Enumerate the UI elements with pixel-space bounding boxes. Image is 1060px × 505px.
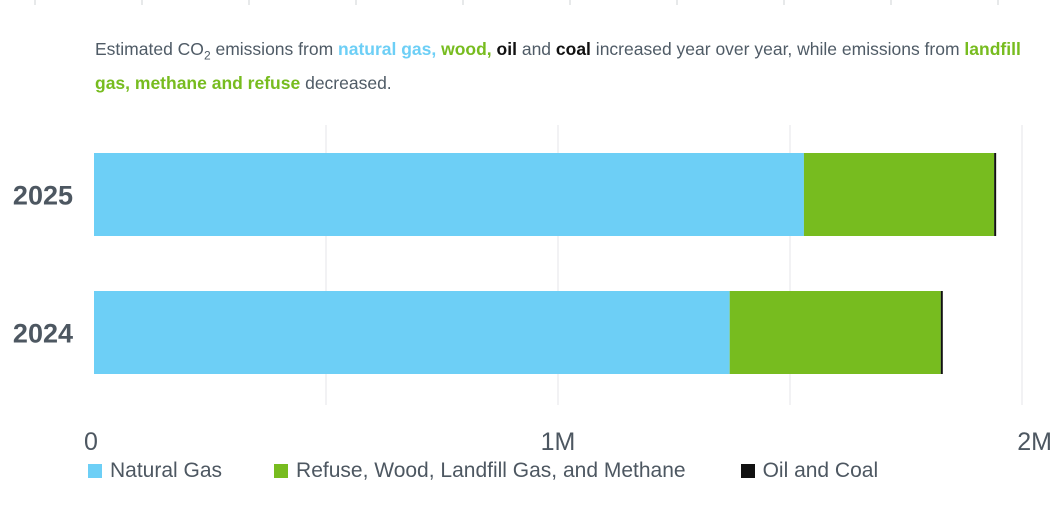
caption-text: decreased.: [300, 72, 392, 93]
chart-legend: Natural Gas Refuse, Wood, Landfill Gas, a…: [88, 457, 878, 485]
caption-highlight-natural-gas: natural gas,: [338, 39, 437, 59]
legend-item: Refuse, Wood, Landfill Gas, and Methane: [274, 459, 686, 483]
legend-swatch: [274, 464, 289, 478]
x-tick-label: 2M: [1017, 428, 1052, 456]
top-tick-marks: [34, 0, 999, 5]
x-tick-label: 1M: [541, 428, 576, 456]
legend-label: Oil and Coal: [762, 459, 879, 482]
bar-2025-segment-2: [994, 153, 997, 236]
bar-2025-segment-0: [94, 153, 804, 236]
y-tick-label: 2024: [13, 319, 73, 349]
bar-2025-segment-1: [803, 153, 995, 236]
chart-caption: Estimated CO2 emissions from natural gas…: [95, 36, 1025, 97]
legend-item: Oil and Coal: [740, 459, 879, 483]
bar-2024-segment-1: [729, 291, 941, 374]
bar-2024-segment-2: [940, 291, 943, 374]
caption-highlight-wood: wood,: [441, 39, 492, 59]
legend-item: Natural Gas: [88, 459, 222, 483]
caption-text: emissions from: [210, 39, 339, 59]
legend-label: Natural Gas: [110, 459, 223, 482]
caption-highlight-coal: coal: [555, 39, 591, 59]
bar-2024-segment-0: [94, 291, 730, 374]
caption-text: increased year over year, while emission…: [590, 39, 965, 59]
legend-label: Refuse, Wood, Landfill Gas, and Methane: [296, 459, 686, 482]
caption-text: Estimated CO: [95, 39, 204, 59]
legend-swatch: [88, 464, 102, 478]
legend-swatch: [740, 464, 755, 478]
caption-text: and: [516, 39, 556, 59]
x-tick-label: 0: [84, 428, 98, 456]
y-tick-label: 2025: [13, 181, 73, 211]
caption-highlight-landfill: landfill gas, methane and refuse: [95, 39, 1021, 93]
caption-highlight-oil: oil: [496, 39, 517, 59]
caption-subscript: 2: [203, 48, 211, 63]
